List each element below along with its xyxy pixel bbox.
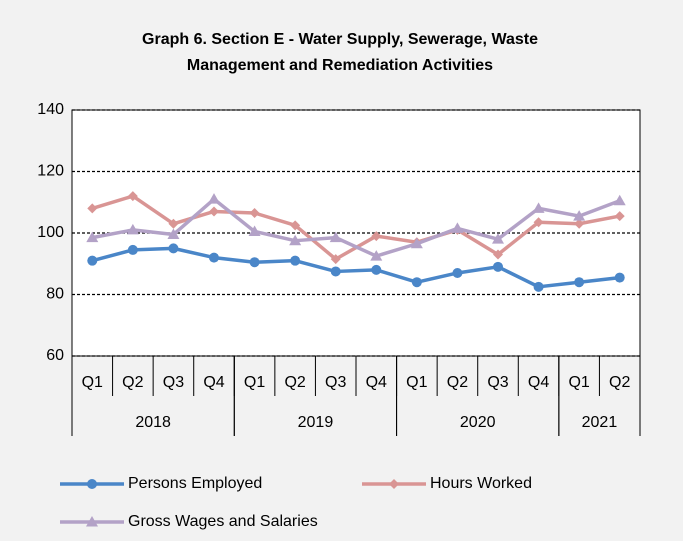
x-tick-label: Q1 xyxy=(406,374,427,391)
marker xyxy=(389,479,399,489)
x-tick-label: Q1 xyxy=(82,374,103,391)
marker xyxy=(451,222,464,233)
chart-title: Management and Remediation Activities xyxy=(187,57,493,74)
marker xyxy=(452,267,463,278)
marker xyxy=(249,208,260,219)
marker xyxy=(370,250,383,261)
marker xyxy=(492,233,504,244)
marker xyxy=(208,193,220,204)
marker xyxy=(86,516,98,527)
marker xyxy=(168,243,179,254)
marker xyxy=(209,206,219,217)
marker xyxy=(168,218,179,229)
marker xyxy=(493,261,503,272)
series-line xyxy=(91,197,621,258)
marker xyxy=(614,272,625,283)
marker xyxy=(411,277,422,288)
y-tick-label: 60 xyxy=(46,347,64,364)
marker xyxy=(87,479,97,489)
marker xyxy=(330,266,341,277)
marker xyxy=(532,202,545,213)
marker xyxy=(127,244,138,255)
x-group-label: 2018 xyxy=(135,414,171,431)
marker xyxy=(493,249,503,260)
x-group-label: 2021 xyxy=(582,414,618,431)
marker xyxy=(613,194,626,206)
marker xyxy=(574,218,585,229)
series-line xyxy=(91,246,620,289)
chart-title: Graph 6. Section E - Water Supply, Sewer… xyxy=(142,31,538,48)
marker xyxy=(614,211,625,222)
marker xyxy=(249,257,260,268)
x-group-label: 2019 xyxy=(298,414,334,431)
x-tick-label: Q1 xyxy=(568,374,589,391)
marker xyxy=(574,277,585,288)
marker xyxy=(248,225,261,236)
marker xyxy=(533,281,544,292)
marker xyxy=(126,223,139,235)
marker xyxy=(87,203,98,214)
marker xyxy=(410,237,423,249)
y-tick-label: 80 xyxy=(46,286,64,303)
x-group-label: 2020 xyxy=(460,414,496,431)
marker xyxy=(290,255,301,266)
marker xyxy=(371,264,382,275)
marker xyxy=(573,210,586,221)
marker xyxy=(86,231,99,243)
marker xyxy=(127,191,138,202)
marker xyxy=(289,234,302,246)
x-tick-label: Q2 xyxy=(609,374,630,391)
x-tick-label: Q1 xyxy=(244,374,265,391)
y-tick-label: 140 xyxy=(37,101,64,118)
y-tick-label: 100 xyxy=(37,224,64,241)
x-tick-label: Q2 xyxy=(447,374,468,391)
x-tick-label: Q3 xyxy=(487,374,508,391)
x-tick-label: Q3 xyxy=(163,374,184,391)
x-tick-label: Q3 xyxy=(325,374,346,391)
legend-label: Gross Wages and Salaries xyxy=(128,513,318,530)
x-tick-label: Q2 xyxy=(122,374,143,391)
y-tick-label: 120 xyxy=(37,163,64,180)
marker xyxy=(329,231,342,243)
marker xyxy=(87,255,98,266)
x-tick-label: Q4 xyxy=(366,374,387,391)
x-tick-label: Q4 xyxy=(528,374,549,391)
marker xyxy=(290,220,301,231)
marker xyxy=(330,254,341,265)
marker xyxy=(371,231,382,242)
legend-label: Persons Employed xyxy=(128,475,262,492)
x-tick-label: Q2 xyxy=(284,374,305,391)
marker xyxy=(209,252,219,263)
marker xyxy=(533,217,544,228)
x-tick-label: Q4 xyxy=(203,374,224,391)
marker xyxy=(167,228,180,240)
legend-label: Hours Worked xyxy=(430,475,532,492)
